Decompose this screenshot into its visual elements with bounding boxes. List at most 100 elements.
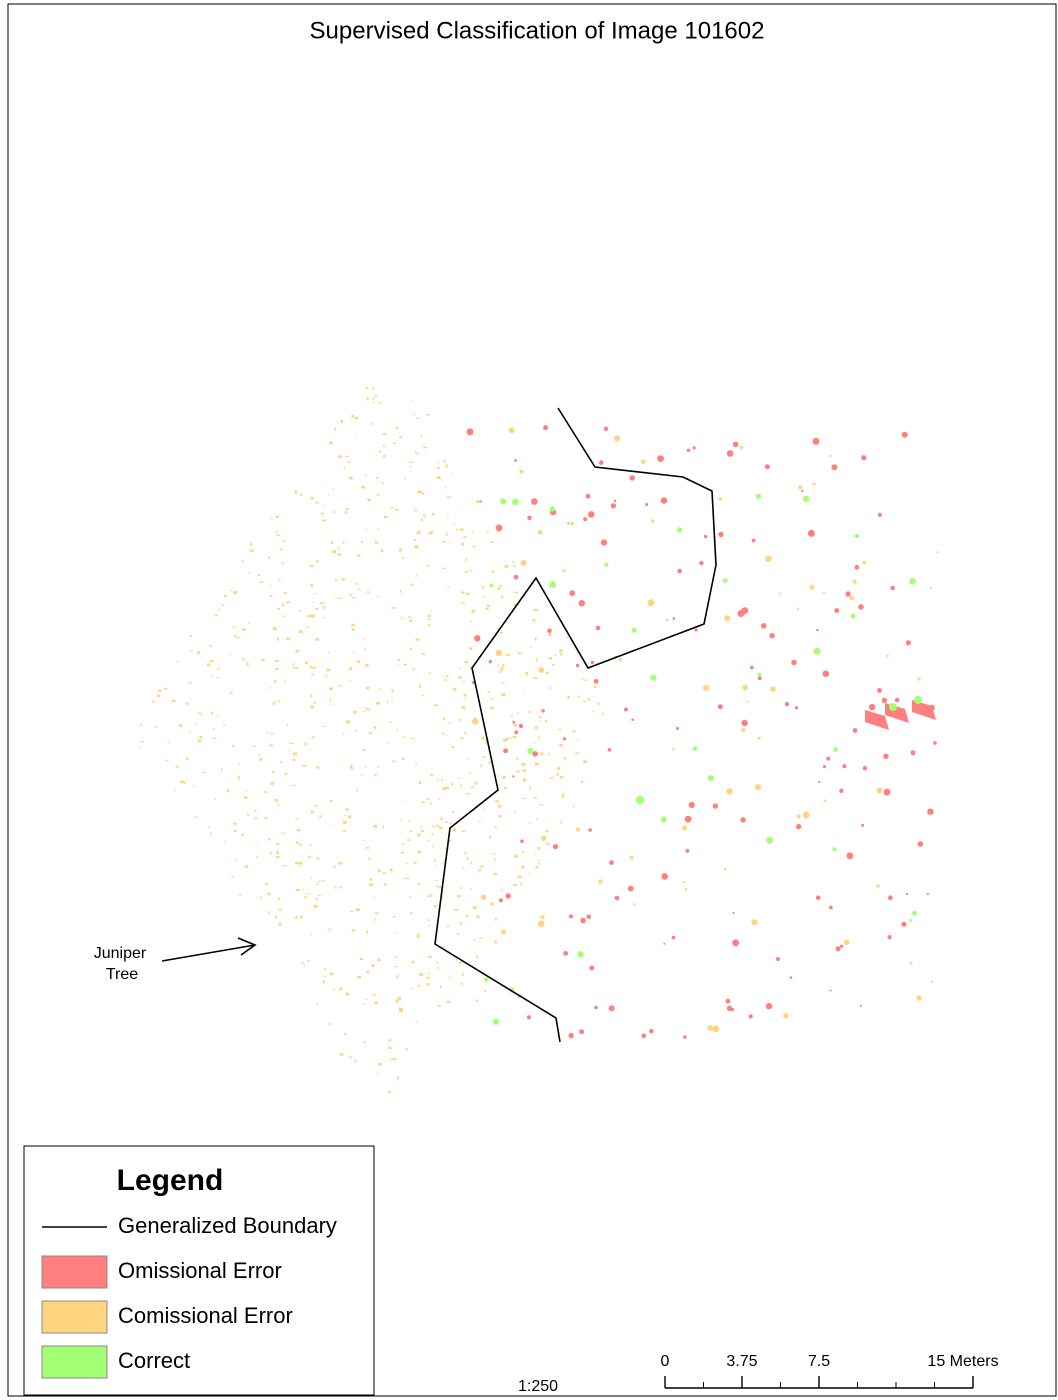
comission-pixel — [405, 862, 408, 865]
comission-pixel — [348, 816, 351, 819]
pixel-cluster — [757, 676, 762, 681]
pixel-cluster — [883, 753, 889, 759]
comission-pixel — [302, 765, 306, 767]
pixel-cluster — [586, 914, 592, 920]
comission-pixel — [530, 646, 532, 649]
comission-pixel — [458, 676, 462, 679]
comission-pixel — [349, 1056, 352, 1058]
comission-pixel — [231, 876, 234, 878]
comission-pixel — [376, 702, 380, 705]
comission-pixel — [397, 996, 402, 1000]
comission-pixel — [417, 933, 420, 935]
comission-pixel — [430, 774, 434, 777]
comission-pixel — [215, 614, 219, 617]
comission-pixel — [217, 668, 221, 670]
comission-pixel — [388, 1038, 391, 1042]
comission-pixel — [414, 861, 417, 864]
comission-pixel — [497, 617, 499, 619]
comission-pixel — [241, 833, 244, 837]
comission-pixel — [197, 651, 201, 654]
comission-pixel — [234, 829, 237, 833]
comission-pixel — [372, 401, 375, 404]
comission-pixel — [277, 897, 281, 900]
comission-pixel — [448, 840, 452, 842]
comission-pixel — [212, 737, 217, 739]
comission-pixel — [416, 531, 421, 534]
comission-pixel — [502, 664, 505, 667]
comission-pixel — [398, 1010, 403, 1013]
pixel-cluster — [769, 633, 775, 639]
comission-pixel — [501, 693, 506, 696]
comission-pixel — [460, 982, 463, 985]
pixel-cluster — [712, 1025, 720, 1033]
comission-pixel — [502, 776, 506, 779]
comission-pixel — [248, 622, 251, 624]
pixel-cluster — [755, 493, 762, 499]
comission-pixel — [350, 593, 352, 597]
comission-pixel — [508, 737, 512, 740]
pixel-cluster — [909, 962, 913, 965]
pixel-cluster — [552, 844, 559, 850]
comission-pixel — [328, 651, 331, 654]
pixel-cluster — [877, 688, 882, 693]
pixel-cluster — [816, 628, 819, 632]
comission-pixel — [383, 883, 388, 886]
comission-pixel — [602, 712, 604, 715]
comission-pixel — [444, 679, 447, 681]
comission-pixel — [303, 964, 306, 966]
comission-pixel — [490, 706, 494, 710]
comission-pixel — [376, 477, 379, 479]
comission-pixel — [521, 762, 526, 766]
pixel-cluster — [812, 437, 820, 445]
comission-pixel — [448, 976, 451, 980]
comission-pixel — [338, 685, 342, 687]
comission-pixel — [427, 618, 431, 620]
comission-pixel — [492, 853, 496, 855]
pixel-cluster — [577, 951, 584, 958]
comission-pixel — [445, 464, 448, 468]
legend-entries: Generalized Boundary Omissional Error Comi… — [41, 1213, 337, 1379]
pixel-cluster — [926, 892, 929, 896]
comission-pixel — [183, 781, 186, 785]
comission-pixel — [469, 771, 471, 775]
comission-pixel — [480, 865, 484, 868]
comission-pixel — [343, 830, 346, 833]
comission-pixel — [472, 545, 476, 548]
comission-pixel — [521, 865, 525, 869]
comission-pixel — [481, 736, 485, 740]
comission-pixel — [333, 510, 336, 513]
comission-pixel — [377, 766, 380, 769]
comission-pixel — [481, 585, 484, 589]
comission-pixel — [482, 756, 486, 758]
pixel-cluster — [750, 665, 754, 670]
comission-pixel — [369, 883, 373, 887]
comission-pixel — [315, 502, 319, 504]
comission-pixel — [304, 742, 307, 746]
comission-pixel — [414, 538, 417, 541]
pixel-cluster — [842, 764, 847, 769]
comission-pixel — [421, 518, 424, 522]
comission-pixel — [395, 932, 397, 934]
comission-pixel — [436, 476, 441, 480]
comission-pixel — [165, 759, 169, 762]
comission-pixel — [302, 961, 304, 964]
comission-pixel — [303, 896, 308, 899]
comission-pixel — [276, 530, 278, 534]
pixel-cluster — [514, 730, 519, 735]
comission-pixel — [451, 746, 455, 749]
comission-pixel — [556, 773, 558, 776]
pixel-cluster — [813, 647, 821, 655]
comission-pixel — [452, 810, 454, 813]
pixel-cluster — [876, 787, 883, 794]
comission-pixel — [520, 882, 522, 885]
comission-pixel — [441, 779, 443, 782]
comission-pixel — [419, 973, 424, 977]
comission-pixel — [474, 781, 478, 785]
comission-pixel — [315, 638, 320, 641]
pixel-cluster — [894, 697, 900, 703]
comission-pixel — [545, 843, 550, 845]
comission-pixel — [268, 584, 271, 586]
pixel-cluster — [480, 894, 487, 900]
pixel-cluster — [849, 595, 855, 601]
pixel-cluster — [707, 775, 715, 782]
